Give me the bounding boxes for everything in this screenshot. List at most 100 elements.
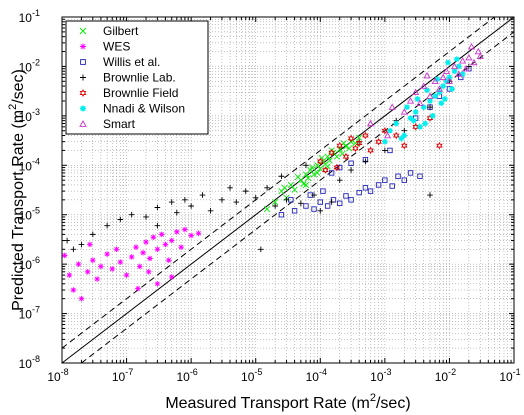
data-point-gilbert [294,173,302,181]
data-point-nnadi-wilson [453,56,460,63]
data-point-gilbert [314,169,321,177]
data-point-nnadi-wilson [449,86,455,92]
data-point-wes [94,276,100,282]
series-brownlie-lab [64,63,472,253]
data-point-nnadi-wilson [407,115,414,121]
data-point-brownlie-field [347,134,355,143]
data-point-brownlie-field [333,163,341,172]
data-point-wes [143,239,149,245]
y-tick-label: 10-5 [19,206,40,223]
data-point-wes [70,287,77,293]
legend-label-smart: Smart [103,117,136,131]
y-tick-label: 10-1 [19,8,40,25]
x-tick-label-base: 10 [241,370,255,384]
x-tick-label-exponent: -2 [448,367,456,377]
data-point-brownlie-lab [317,208,324,214]
data-point-smart [476,52,484,60]
data-point-gilbert [324,153,331,160]
data-point-brownlie-field [381,126,389,135]
data-point-brownlie-field [317,157,324,166]
legend-label-willis-et-al: Willis et al. [103,55,160,69]
data-point-brownlie-field [322,166,329,174]
x-tick-label-base: 10 [499,370,513,384]
y-tick-label-exponent: -4 [32,156,40,166]
x-axis-label: Measured Transport Rate (m2/sec) [165,392,410,412]
data-point-nnadi-wilson [442,96,448,102]
data-point-brownlie-lab [188,203,194,209]
data-point-wes [75,261,82,267]
legend-marker-gilbert [79,27,87,35]
data-point-brownlie-field [355,139,363,147]
y-tick-label-base: 10 [19,11,33,25]
data-point-wes [154,281,161,287]
data-point-nnadi-wilson [451,68,458,75]
data-point-smart [442,67,451,74]
data-point-brownlie-lab [104,222,110,229]
x-tick-label-exponent: -6 [190,367,198,377]
data-point-nnadi-wilson [432,93,438,99]
data-point-smart [459,57,467,64]
x-tick-label-exponent: -7 [125,367,133,377]
data-point-nnadi-wilson [434,76,441,83]
legend-item-smart: Smart [79,117,136,131]
data-point-brownlie-field [362,131,369,140]
x-tick-label-base: 10 [435,370,449,384]
data-point-brownlie-lab [278,173,285,180]
legend-item-nnadi-wilson: Nnadi & Wilson [80,102,185,116]
data-point-wes [135,285,141,292]
data-point-willis-et-al [320,188,326,194]
data-point-nnadi-wilson [417,124,423,130]
y-tick-label-base: 10 [19,60,33,74]
equality-line [61,16,515,364]
y-tick-label-exponent: -1 [32,8,40,18]
data-point-brownlie-field [392,131,400,140]
legend-label-brownlie-field: Brownlie Field [103,86,178,100]
data-point-nnadi-wilson [438,100,445,107]
plot-area-frame [61,16,515,364]
series-smart [366,43,484,139]
data-point-smart [465,53,473,61]
data-point-gilbert [263,205,271,213]
data-point-nnadi-wilson [404,104,410,110]
data-point-willis-et-al [348,197,354,203]
data-point-brownlie-lab [90,231,96,238]
data-point-willis-et-al [395,173,401,179]
y-tick-label-exponent: -2 [32,57,40,67]
data-point-smart [435,85,443,92]
data-point-smart [426,92,434,99]
legend-label-wes: WES [103,40,130,54]
x-tick-label-exponent: -5 [254,367,262,377]
data-point-smart [450,62,459,70]
data-point-nnadi-wilson [412,109,419,115]
data-point-wes [109,266,116,272]
data-point-gilbert [342,143,350,150]
data-point-willis-et-al [337,164,343,171]
data-point-gilbert [310,171,318,178]
data-point-brownlie-lab [219,197,225,203]
data-point-wes [117,259,124,265]
data-point-wes [168,237,175,244]
data-point-willis-et-al [401,177,407,183]
x-tick-label-base: 10 [47,370,61,384]
data-point-gilbert [356,134,363,141]
data-point-gilbert [346,145,353,152]
x-tick-label: 10-1 [499,367,520,384]
data-point-smart [420,82,428,89]
legend-label-brownlie-lab: Brownlie Lab. [103,71,176,85]
y-tick-label-base: 10 [19,357,33,371]
x-tick-label: 10-2 [435,367,456,384]
x-tick-label-exponent: -4 [319,367,327,377]
x-tick-label: 10-4 [306,367,327,384]
data-point-brownlie-field [375,137,382,146]
data-point-brownlie-lab [207,208,214,214]
data-point-brownlie-field [342,152,350,161]
data-point-brownlie-lab [70,246,77,253]
data-point-smart [400,108,408,115]
data-point-wes [195,230,202,237]
data-point-brownlie-lab [264,185,270,191]
data-point-smart [431,77,439,84]
legend-label-gilbert: Gilbert [103,24,139,38]
data-point-wes [178,244,184,251]
data-point-gilbert [333,153,340,160]
data-point-willis-et-al [278,212,285,218]
